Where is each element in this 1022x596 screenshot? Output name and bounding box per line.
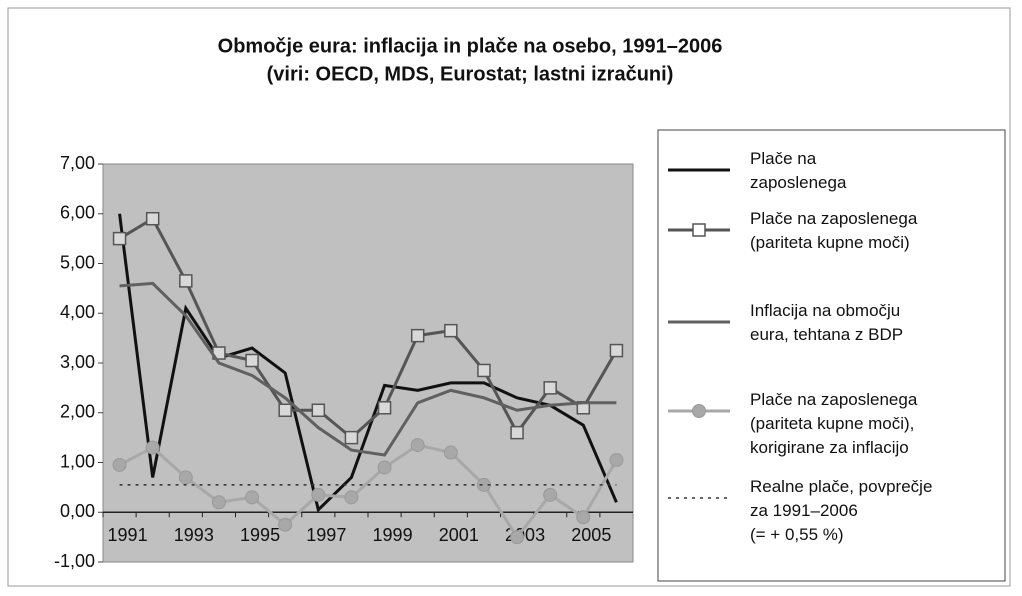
y-tick-label: 5,00 <box>60 252 95 272</box>
point <box>311 487 326 502</box>
legend-marker <box>692 223 706 237</box>
point <box>179 274 193 288</box>
chart-title: Območje eura: inflacija in plače na oseb… <box>218 35 723 57</box>
series-line <box>119 281 617 457</box>
y-tick-label: 6,00 <box>60 203 95 223</box>
plot-area <box>102 163 634 563</box>
point <box>543 487 558 502</box>
point <box>112 231 127 246</box>
point <box>410 438 425 453</box>
point <box>245 490 260 505</box>
y-tick-label: 7,00 <box>60 153 95 173</box>
point <box>145 440 160 455</box>
point <box>377 401 392 415</box>
point <box>278 517 293 532</box>
point <box>444 323 458 338</box>
legend-label: Plače na zaposlenega (pariteta kupne moči… <box>750 209 918 252</box>
point <box>145 211 160 226</box>
x-tick-label: 1999 <box>373 525 413 545</box>
point <box>443 445 458 460</box>
x-tick-label: 2005 <box>571 525 611 545</box>
x-tick-label: 1995 <box>240 525 280 545</box>
point <box>245 353 259 368</box>
point <box>609 453 624 468</box>
point <box>510 425 524 440</box>
y-tick-label: 4,00 <box>60 302 95 322</box>
point <box>112 457 127 472</box>
point <box>344 490 359 505</box>
legend-label: Plače na zaposlenega <box>750 149 847 192</box>
legend-label: Inflacija na območju eura, tehtana z BDP <box>750 301 903 344</box>
legend-marker <box>692 404 706 418</box>
point <box>278 403 292 418</box>
y-tick-label: -1,00 <box>54 551 95 571</box>
x-tick-label: 1993 <box>174 525 214 545</box>
point <box>410 328 425 343</box>
point <box>477 363 491 378</box>
legend-label: Plače na zaposlenega (pariteta kupne moči… <box>750 390 918 457</box>
point <box>311 403 326 418</box>
series-line <box>118 213 618 513</box>
chart-subtitle: (viri: OECD, MDS, Eurostat; lastni izrač… <box>267 63 674 85</box>
y-tick-label: 3,00 <box>60 352 95 372</box>
point <box>377 460 392 475</box>
point <box>510 530 525 545</box>
point <box>344 430 359 445</box>
point <box>211 495 226 510</box>
y-tick-label: 0,00 <box>60 501 95 521</box>
legend-box <box>657 129 1006 582</box>
point <box>178 470 193 485</box>
point <box>609 343 624 358</box>
series-line <box>118 216 618 440</box>
x-tick-label: 2001 <box>439 525 479 545</box>
legend-label: Realne plače, povprečje za 1991–2006 (= + … <box>750 477 932 544</box>
point <box>576 510 591 525</box>
x-tick-label: 1997 <box>306 525 346 545</box>
x-tick-label: 1991 <box>108 525 148 545</box>
y-tick-label: 1,00 <box>60 451 95 471</box>
y-tick-label: 2,00 <box>60 402 95 422</box>
series-line <box>118 443 618 540</box>
point <box>543 381 557 395</box>
